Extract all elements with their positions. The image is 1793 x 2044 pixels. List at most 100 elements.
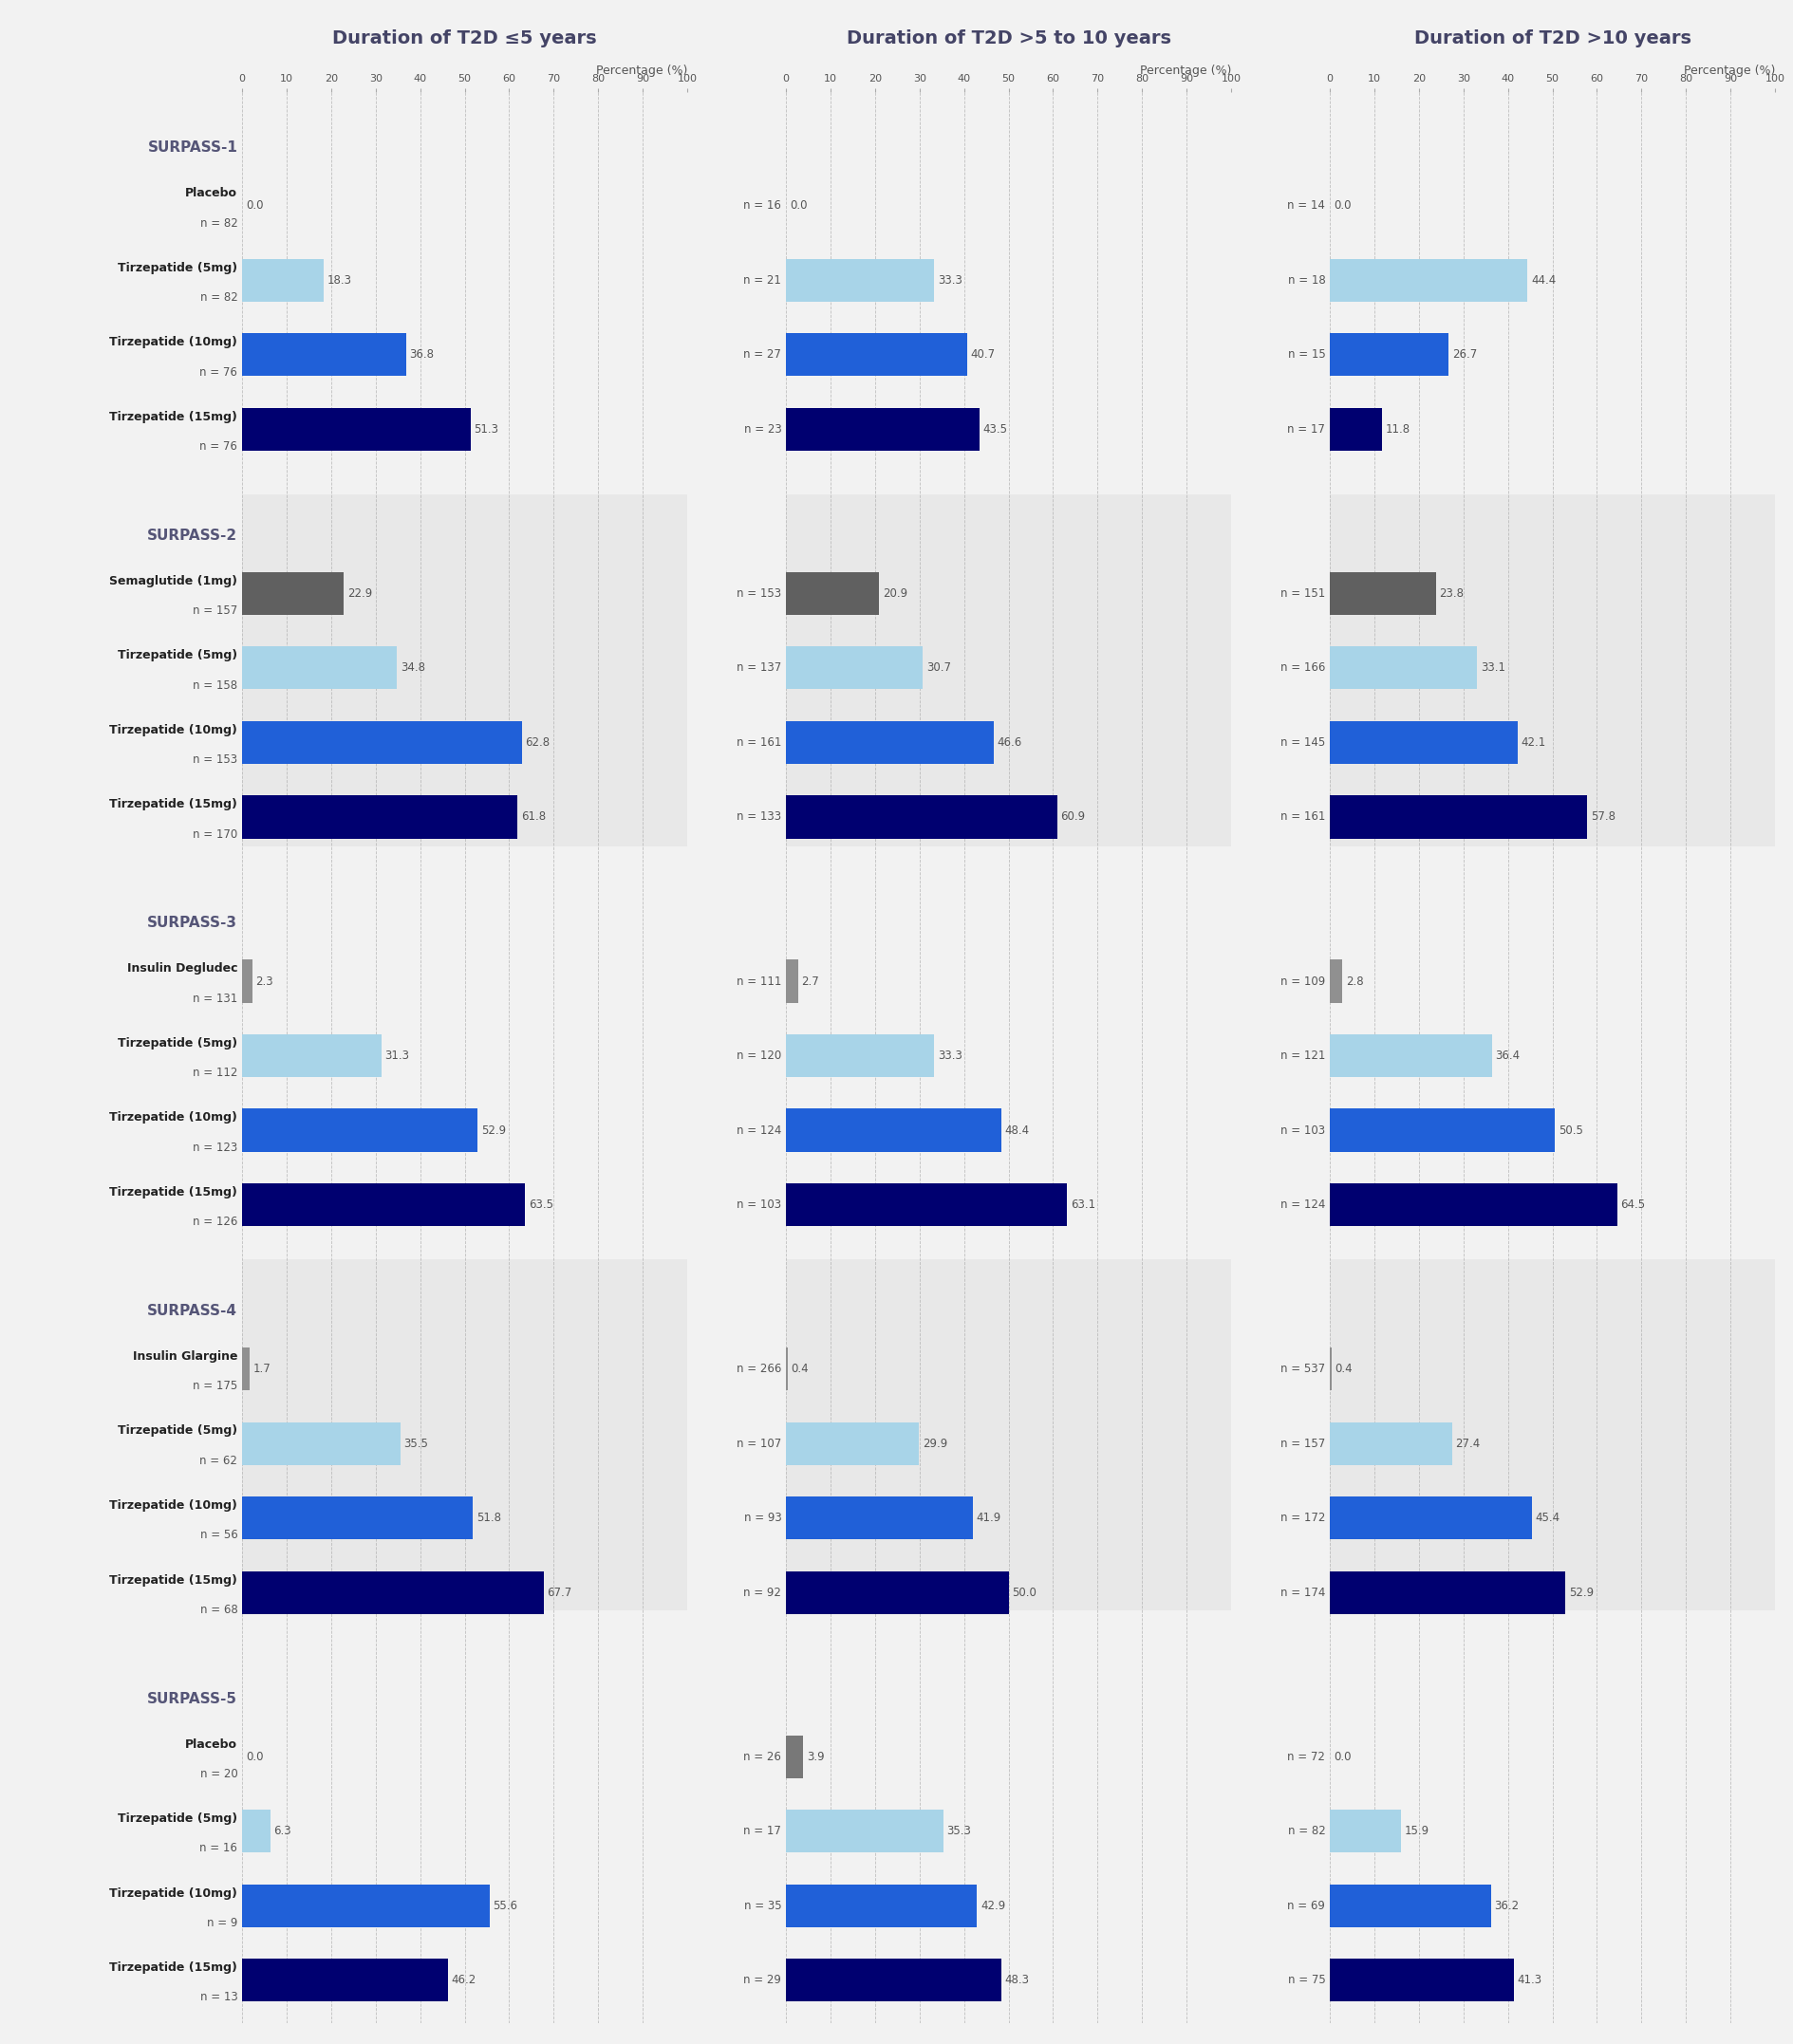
Text: 63.1: 63.1 [1070, 1198, 1096, 1210]
Bar [242, 795, 516, 838]
Bar [242, 260, 323, 303]
Text: n = 161: n = 161 [737, 736, 782, 748]
Text: 61.8: 61.8 [520, 811, 545, 824]
Text: Tirzepatide (15mg): Tirzepatide (15mg) [109, 1186, 238, 1198]
Text: Insulin Glargine: Insulin Glargine [133, 1351, 238, 1363]
Text: Tirzepatide (10mg): Tirzepatide (10mg) [109, 724, 238, 736]
Text: n = 157: n = 157 [1280, 1437, 1325, 1449]
Text: n = 172: n = 172 [1280, 1513, 1325, 1525]
Text: 41.9: 41.9 [975, 1513, 1000, 1525]
Text: n = 13: n = 13 [199, 1991, 238, 2003]
Text: Tirzepatide (10mg): Tirzepatide (10mg) [109, 335, 238, 350]
Text: 3.9: 3.9 [807, 1750, 825, 1762]
Text: Tirzepatide (5mg): Tirzepatide (5mg) [118, 1425, 238, 1437]
Text: n = 82: n = 82 [199, 292, 238, 305]
Text: n = 112: n = 112 [192, 1067, 238, 1079]
Bar [1330, 961, 1343, 1004]
Text: n = 103: n = 103 [1280, 1124, 1325, 1136]
Text: 46.2: 46.2 [452, 1975, 477, 1987]
Text: Tirzepatide (5mg): Tirzepatide (5mg) [118, 1036, 238, 1049]
Text: n = 151: n = 151 [1280, 587, 1325, 599]
Text: 48.4: 48.4 [1006, 1124, 1029, 1136]
Text: n = 35: n = 35 [744, 1899, 782, 1911]
Text: Insulin Degludec: Insulin Degludec [127, 963, 238, 975]
Text: 35.5: 35.5 [403, 1437, 429, 1449]
Text: Percentage (%): Percentage (%) [595, 65, 687, 78]
Text: Placebo: Placebo [185, 1737, 238, 1750]
Text: n = 537: n = 537 [1280, 1363, 1325, 1376]
Text: 0.4: 0.4 [1336, 1363, 1354, 1376]
Text: 43.5: 43.5 [983, 423, 1008, 435]
Bar [785, 333, 966, 376]
Text: 63.5: 63.5 [529, 1198, 552, 1210]
Bar [242, 961, 253, 1004]
Bar [785, 1259, 1232, 1611]
Bar [242, 1347, 249, 1390]
Text: 45.4: 45.4 [1535, 1513, 1560, 1525]
Bar [1330, 260, 1528, 303]
Text: n = 175: n = 175 [194, 1380, 238, 1392]
Bar [785, 961, 798, 1004]
Text: 18.3: 18.3 [326, 274, 351, 286]
Bar [1330, 1496, 1531, 1539]
Bar [1330, 1259, 1775, 1611]
Text: 15.9: 15.9 [1404, 1825, 1429, 1838]
Text: Tirzepatide (5mg): Tirzepatide (5mg) [118, 650, 238, 662]
Text: Tirzepatide (15mg): Tirzepatide (15mg) [109, 411, 238, 423]
Text: n = 107: n = 107 [737, 1437, 782, 1449]
Bar [1330, 1108, 1555, 1151]
Bar [1330, 1423, 1452, 1466]
Text: n = 166: n = 166 [1280, 662, 1325, 675]
Bar [242, 495, 687, 846]
Text: Percentage (%): Percentage (%) [1684, 65, 1775, 78]
Text: Duration of T2D >10 years: Duration of T2D >10 years [1415, 29, 1691, 47]
Bar [785, 1572, 1008, 1615]
Text: n = 21: n = 21 [744, 274, 782, 286]
Text: 6.3: 6.3 [274, 1825, 290, 1838]
Text: n = 103: n = 103 [737, 1198, 782, 1210]
Bar [785, 1423, 920, 1466]
Bar [1330, 572, 1436, 615]
Bar [1330, 877, 1775, 1228]
Text: 42.1: 42.1 [1520, 736, 1546, 748]
Text: 30.7: 30.7 [927, 662, 950, 675]
Text: n = 153: n = 153 [194, 754, 238, 766]
Text: 50.0: 50.0 [1011, 1586, 1036, 1598]
Text: Tirzepatide (5mg): Tirzepatide (5mg) [118, 1813, 238, 1825]
Text: 27.4: 27.4 [1456, 1437, 1481, 1449]
Bar [242, 1423, 400, 1466]
Text: n = 121: n = 121 [1280, 1049, 1325, 1063]
Text: n = 76: n = 76 [199, 366, 238, 378]
Bar [785, 795, 1058, 838]
Bar [785, 1809, 943, 1852]
Text: Duration of T2D >5 to 10 years: Duration of T2D >5 to 10 years [846, 29, 1171, 47]
Bar [242, 1641, 687, 1993]
Text: n = 170: n = 170 [194, 828, 238, 840]
Text: SURPASS-5: SURPASS-5 [147, 1692, 238, 1707]
Text: 0.0: 0.0 [1334, 1750, 1350, 1762]
Text: n = 68: n = 68 [199, 1602, 238, 1617]
Text: Placebo: Placebo [185, 188, 238, 200]
Text: 34.8: 34.8 [400, 662, 425, 675]
Text: 33.3: 33.3 [938, 274, 963, 286]
Bar [785, 646, 923, 689]
Text: 0.0: 0.0 [246, 200, 264, 213]
Bar [1330, 1958, 1513, 2001]
Text: 2.8: 2.8 [1347, 975, 1363, 987]
Text: 67.7: 67.7 [547, 1586, 572, 1598]
Bar [1330, 1809, 1400, 1852]
Text: n = 124: n = 124 [1280, 1198, 1325, 1210]
Text: 64.5: 64.5 [1621, 1198, 1646, 1210]
Text: Tirzepatide (15mg): Tirzepatide (15mg) [109, 799, 238, 811]
Text: 35.3: 35.3 [947, 1825, 972, 1838]
Text: 23.8: 23.8 [1440, 587, 1465, 599]
Text: n = 26: n = 26 [744, 1750, 782, 1762]
Text: Tirzepatide (10mg): Tirzepatide (10mg) [109, 1887, 238, 1899]
Bar [242, 333, 405, 376]
Bar [1330, 646, 1477, 689]
Text: n = 69: n = 69 [1287, 1899, 1325, 1911]
Text: n = 82: n = 82 [199, 217, 238, 229]
Text: SURPASS-2: SURPASS-2 [147, 529, 238, 542]
Text: 29.9: 29.9 [923, 1437, 947, 1449]
Text: 52.9: 52.9 [1569, 1586, 1594, 1598]
